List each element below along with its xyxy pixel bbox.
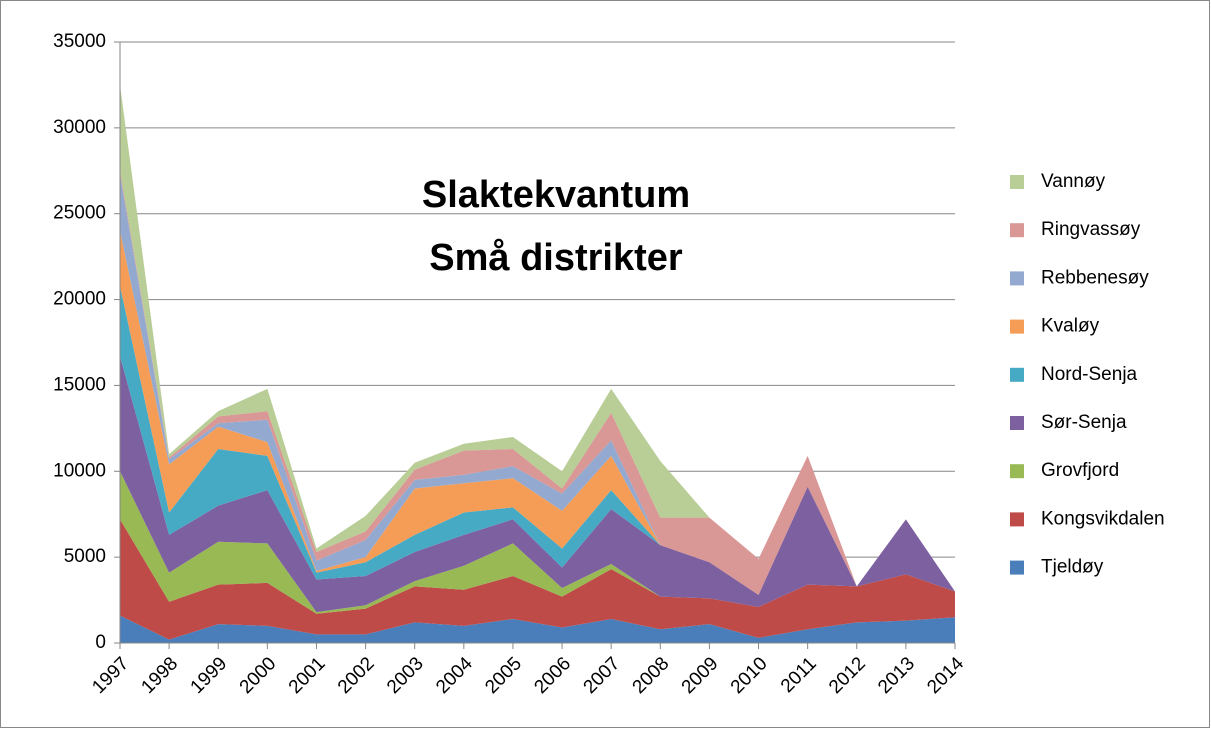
legend-label: Nord-Senja <box>1041 364 1138 385</box>
legend-swatch <box>1010 367 1024 382</box>
chart-subtitle: Små distrikter <box>429 237 683 279</box>
area <box>120 471 955 614</box>
area <box>120 519 955 640</box>
legend-label: Rebbenesøy <box>1041 267 1149 288</box>
legend-swatch <box>1010 512 1024 527</box>
y-tick-label: 5000 <box>64 546 106 567</box>
area <box>120 285 955 595</box>
y-tick-label: 15000 <box>53 374 106 395</box>
area <box>120 615 955 643</box>
legend-swatch <box>1010 464 1024 479</box>
legend-swatch <box>1010 416 1024 430</box>
legend-label: Sør-Senja <box>1041 412 1127 433</box>
y-tick-label: 0 <box>95 632 106 653</box>
legend-swatch <box>1010 560 1024 575</box>
y-tick-label: 35000 <box>53 31 106 52</box>
area <box>120 356 955 613</box>
legend-label: Ringvassøy <box>1041 219 1141 240</box>
chart-title: Slaktekvantum <box>422 174 690 216</box>
area <box>120 230 955 595</box>
y-tick-label: 25000 <box>53 203 106 224</box>
y-tick-label: 30000 <box>53 117 106 138</box>
legend-swatch <box>1010 175 1024 189</box>
legend-label: Kvaløy <box>1041 316 1100 337</box>
legend-swatch <box>1010 223 1024 238</box>
legend-label: Grovfjord <box>1041 460 1119 481</box>
legend-swatch <box>1010 271 1024 286</box>
legend-swatch <box>1010 319 1024 334</box>
y-tick-label: 10000 <box>53 460 106 481</box>
legend-label: Vannøy <box>1041 171 1106 192</box>
y-tick-label: 20000 <box>53 289 106 310</box>
legend-label: Kongsvikdalen <box>1041 508 1165 529</box>
legend-label: Tjeldøy <box>1041 557 1104 578</box>
